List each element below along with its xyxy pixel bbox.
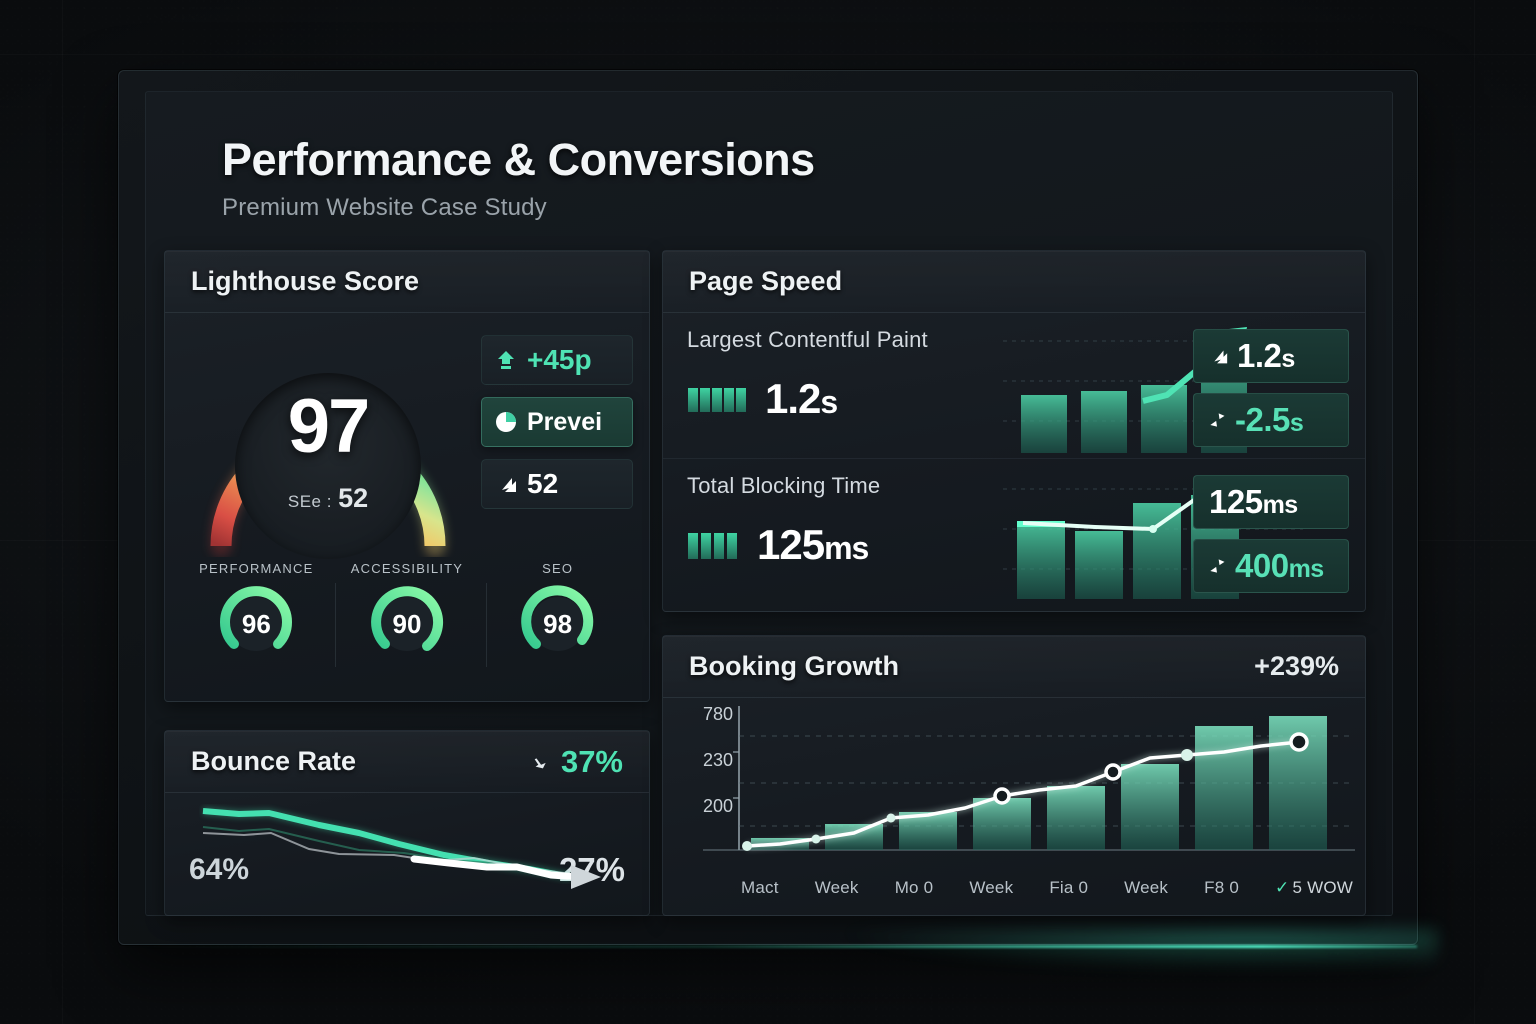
tbt-badge-primary[interactable]: 125ms (1193, 475, 1349, 529)
lighthouse-score-sub: SEe : 52 (183, 483, 473, 514)
booking-growth-body: 780 230 200 (663, 698, 1365, 915)
lighthouse-gauge: 97 SEe : 52 (183, 331, 473, 561)
lighthouse-sub-value: 52 (338, 483, 369, 513)
page-title: Performance & Conversions (222, 134, 815, 185)
bounce-rate-title: Bounce Rate (191, 746, 357, 776)
lcp-value: 1.2s (765, 375, 838, 422)
mini-gauge-seo[interactable]: SEO 98 (485, 561, 628, 667)
mini-gauge-accessibility-label: Accessibility (350, 561, 464, 576)
tbt-value: 125ms (757, 521, 869, 568)
pie-chart-icon (494, 410, 518, 434)
arrow-down-right-icon (531, 751, 553, 773)
delta-icon (1207, 410, 1227, 430)
screen-glow-accent (832, 930, 1437, 970)
tbt-value-group: 125ms (687, 521, 1349, 569)
lighthouse-score-value: 97 (287, 384, 371, 469)
bounce-rate-delta-value: 37% (560, 743, 623, 779)
booking-growth-x-axis: Mact Week Mo 0 Week Fia 0 Week F8 0 ✓ 5 … (741, 878, 1353, 898)
lighthouse-score-card[interactable]: Lighthouse Score (164, 250, 650, 702)
bounce-rate-chart (202, 807, 601, 889)
x-tick-label-wow: ✓ 5 WOW (1275, 878, 1353, 897)
bar-group-icon (687, 529, 741, 561)
page-speed-row-lcp[interactable]: Largest Contentful Paint (663, 313, 1365, 459)
lcp-label: Largest Contentful Paint (687, 327, 928, 352)
mini-gauge-seo-ring: 98 (516, 582, 600, 666)
lcp-badge-primary-text: 1.2s (1237, 337, 1295, 374)
dashboard-header: Performance & Conversions Premium Websit… (222, 134, 815, 222)
lcp-badge-list: 1.2s -2.5s (1193, 329, 1349, 457)
page-speed-body: Largest Contentful Paint (663, 313, 1365, 605)
booking-growth-chart (703, 706, 1355, 851)
lighthouse-badge-uplift[interactable]: +45p (481, 335, 633, 385)
tbt-badge-primary-text: 125ms (1209, 483, 1298, 520)
mini-gauge-performance[interactable]: Performance 96 (186, 561, 326, 666)
screen-glow (119, 945, 1417, 948)
booking-growth-y-axis: 780 230 200 (681, 704, 733, 842)
mini-gauge-performance-value: 96 (241, 608, 271, 639)
booking-growth-card[interactable]: Booking Growth +239% 780 230 200 (662, 635, 1366, 916)
booking-growth-header: Booking Growth +239% (663, 636, 1365, 698)
y-tick-label: 200 (702, 796, 733, 816)
lighthouse-card-header: Lighthouse Score (165, 251, 649, 313)
booking-growth-delta: +239% (1254, 651, 1339, 681)
tbt-label: Total Blocking Time (687, 473, 881, 498)
x-tick-label: Week (1124, 878, 1169, 897)
booking-growth-title: Booking Growth (689, 651, 899, 681)
bounce-rate-start-value: 64% (189, 853, 250, 886)
arrow-up-right-icon (1207, 345, 1229, 367)
lighthouse-mini-gauges: Performance 96 Accessibility (181, 561, 633, 689)
x-tick-label: Fia 0 (1049, 878, 1089, 897)
mini-gauge-seo-label: SEO (542, 561, 574, 576)
page-speed-title: Page Speed (689, 266, 843, 296)
tbt-badge-secondary-text: 400ms (1235, 547, 1324, 584)
arrow-up-icon (494, 348, 518, 372)
lighthouse-badge-preview[interactable]: Prevei (481, 397, 633, 447)
lighthouse-sub-label: SEe : (287, 492, 332, 511)
page-speed-header: Page Speed (663, 251, 1365, 313)
gauge-inner-disc (235, 373, 421, 559)
delta-icon (1207, 556, 1227, 576)
check-icon: ✓ (1275, 878, 1290, 897)
page-subtitle: Premium Website Case Study (222, 194, 547, 221)
x-tick-label: F8 0 (1204, 878, 1239, 897)
page-speed-row-tbt[interactable]: Total Blocking Time 125ms (663, 459, 1365, 605)
bounce-rate-body: 64% 27% (165, 793, 649, 915)
lighthouse-card-title: Lighthouse Score (191, 266, 420, 296)
lighthouse-badge-score[interactable]: 52 (481, 459, 633, 509)
bounce-rate-delta: 37% (531, 744, 623, 780)
tbt-badge-list: 125ms 400ms (1193, 475, 1349, 603)
lighthouse-badge-list: +45p Prevei 52 (481, 335, 633, 521)
arrow-up-right-icon (494, 472, 518, 496)
lcp-badge-primary[interactable]: 1.2s (1193, 329, 1349, 383)
bounce-rate-card[interactable]: Bounce Rate 37% 64% 27% (164, 730, 650, 916)
bar-group-icon (687, 383, 749, 415)
y-tick-label: 230 (702, 750, 733, 770)
mini-gauge-performance-label: Performance (199, 561, 314, 576)
lcp-badge-secondary-text: -2.5s (1235, 401, 1304, 438)
x-tick-label: Week (969, 878, 1014, 897)
page-speed-card[interactable]: Page Speed Largest Contentful Paint (662, 250, 1366, 612)
x-tick-label: Week (814, 878, 859, 897)
mini-gauge-seo-value: 98 (543, 608, 573, 639)
mini-gauge-performance-ring: 96 (214, 582, 298, 666)
bounce-rate-end-value: 27% (558, 851, 625, 888)
mini-gauge-accessibility-value: 90 (392, 608, 422, 639)
lighthouse-badge-score-text: 52 (527, 468, 559, 499)
lighthouse-card-body: 97 SEe : 52 +45p (165, 313, 649, 701)
mini-gauge-accessibility-ring: 90 (365, 582, 449, 666)
mini-gauge-accessibility[interactable]: Accessibility 90 (334, 561, 477, 667)
x-tick-label: Mo 0 (894, 878, 934, 897)
y-tick-label: 780 (702, 704, 733, 724)
lcp-value-group: 1.2s (687, 375, 1349, 423)
x-tick-label: Mact (741, 878, 779, 897)
lighthouse-badge-preview-text: Prevei (527, 407, 603, 436)
tbt-badge-secondary[interactable]: 400ms (1193, 539, 1349, 593)
lcp-badge-secondary[interactable]: -2.5s (1193, 393, 1349, 447)
lighthouse-badge-uplift-text: +45p (527, 344, 592, 375)
bounce-rate-header: Bounce Rate 37% (165, 731, 649, 793)
